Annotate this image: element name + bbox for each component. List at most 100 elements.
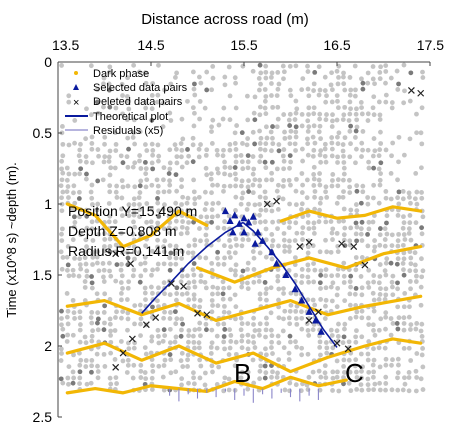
background-point <box>221 321 227 327</box>
background-point <box>101 267 107 273</box>
background-point <box>329 70 334 76</box>
background-point <box>89 363 95 369</box>
background-point <box>353 87 358 93</box>
background-point <box>287 165 292 171</box>
background-point <box>209 363 215 369</box>
background-point <box>138 261 144 267</box>
background-point <box>184 200 190 206</box>
selected-point <box>231 211 239 219</box>
background-point <box>215 170 221 176</box>
background-point <box>226 285 232 291</box>
background-point <box>354 386 360 392</box>
background-point <box>119 250 125 255</box>
background-point <box>95 320 100 326</box>
background-point <box>287 249 292 254</box>
background-point <box>287 141 293 147</box>
background-point <box>89 320 95 326</box>
background-point <box>221 183 227 189</box>
background-point <box>264 135 270 141</box>
background-point <box>281 237 287 243</box>
background-point <box>341 189 346 195</box>
background-point <box>341 370 347 375</box>
background-point <box>376 153 382 159</box>
background-point <box>174 154 180 160</box>
background-point <box>408 200 413 206</box>
background-point <box>58 358 64 363</box>
background-point <box>328 284 334 290</box>
background-point <box>323 340 329 345</box>
background-point <box>66 142 72 148</box>
background-point <box>348 106 353 112</box>
background-point <box>192 196 198 202</box>
background-point <box>311 183 317 188</box>
background-point <box>180 321 185 327</box>
background-point <box>72 171 78 177</box>
background-point <box>281 166 287 172</box>
background-point <box>317 152 323 158</box>
background-point <box>322 74 328 80</box>
background-point <box>191 370 196 376</box>
deleted-point <box>263 200 271 208</box>
background-point <box>250 129 256 135</box>
background-point <box>240 141 245 146</box>
background-point <box>106 81 112 87</box>
background-point <box>256 87 262 93</box>
background-point <box>101 81 106 87</box>
background-point <box>198 238 203 244</box>
background-point <box>323 285 329 291</box>
background-point <box>341 218 346 224</box>
background-point <box>335 134 340 140</box>
background-point <box>270 369 275 375</box>
background-point <box>95 201 101 207</box>
background-point <box>113 148 119 153</box>
background-point <box>232 363 238 369</box>
background-point <box>269 339 275 345</box>
background-point <box>293 291 299 297</box>
background-point <box>250 182 256 188</box>
background-point <box>131 212 137 218</box>
background-point <box>299 345 305 351</box>
background-point <box>162 202 167 208</box>
background-point <box>72 140 77 146</box>
background-point <box>70 297 76 303</box>
background-point <box>347 75 353 80</box>
selected-pairs-series <box>221 207 325 335</box>
background-point <box>353 314 359 320</box>
background-point <box>196 146 202 152</box>
background-point <box>77 350 82 356</box>
background-point <box>245 286 251 292</box>
selected-point <box>298 296 306 304</box>
background-point <box>131 244 137 250</box>
background-point <box>64 339 70 344</box>
background-point <box>155 189 161 195</box>
background-point <box>222 327 228 332</box>
background-point <box>168 81 174 87</box>
background-point <box>119 213 125 219</box>
background-point <box>294 321 300 327</box>
background-point <box>227 183 233 189</box>
background-point <box>377 76 383 82</box>
background-point <box>257 219 263 225</box>
background-point <box>84 225 90 231</box>
background-point <box>220 153 226 159</box>
background-point <box>240 63 246 69</box>
background-point <box>306 105 312 111</box>
background-point <box>251 380 257 386</box>
background-point <box>167 292 173 298</box>
background-point <box>341 363 347 369</box>
background-point <box>222 375 228 381</box>
background-point <box>228 267 234 273</box>
background-point <box>136 195 142 201</box>
background-point <box>59 158 65 164</box>
background-point <box>173 226 179 231</box>
background-point <box>378 226 383 231</box>
background-point <box>132 224 138 230</box>
background-point <box>143 171 149 177</box>
background-point <box>114 381 119 386</box>
dark-phase-band <box>65 294 423 323</box>
background-point <box>365 118 371 123</box>
background-point <box>239 284 245 290</box>
background-point <box>293 129 299 135</box>
background-point <box>282 135 288 141</box>
background-point <box>305 212 311 218</box>
